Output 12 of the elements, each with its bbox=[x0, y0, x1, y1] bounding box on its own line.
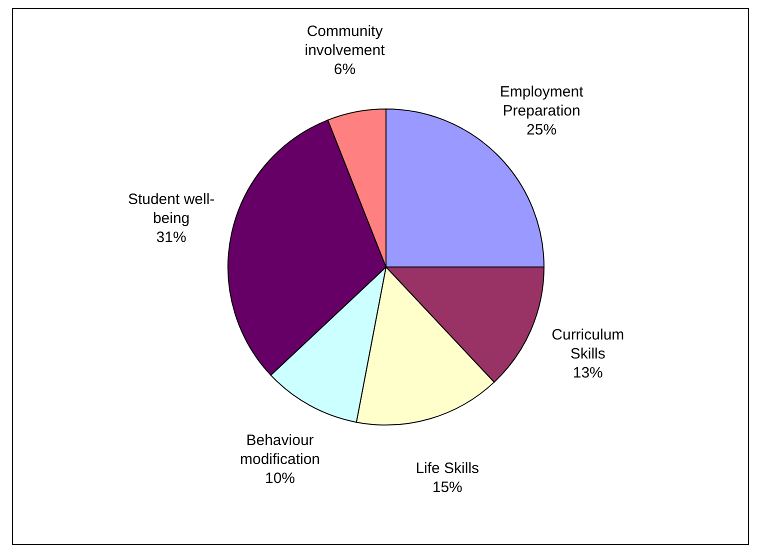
data-label: 6% bbox=[334, 60, 356, 78]
slice-label: Behaviour modification bbox=[240, 432, 320, 468]
slice-label: Curriculum Skills bbox=[552, 326, 624, 362]
data-label: 13% bbox=[572, 364, 603, 382]
slice-label: Life Skills bbox=[416, 460, 480, 477]
slice-label: Community involvement bbox=[304, 22, 386, 59]
slice-label: Employment Preparation bbox=[500, 83, 584, 120]
data-label: 25% bbox=[526, 121, 557, 138]
slice-label: Student well-being bbox=[128, 190, 215, 227]
data-label: 10% bbox=[265, 470, 296, 487]
data-label: 15% bbox=[432, 478, 462, 496]
data-label: 31% bbox=[156, 228, 186, 246]
